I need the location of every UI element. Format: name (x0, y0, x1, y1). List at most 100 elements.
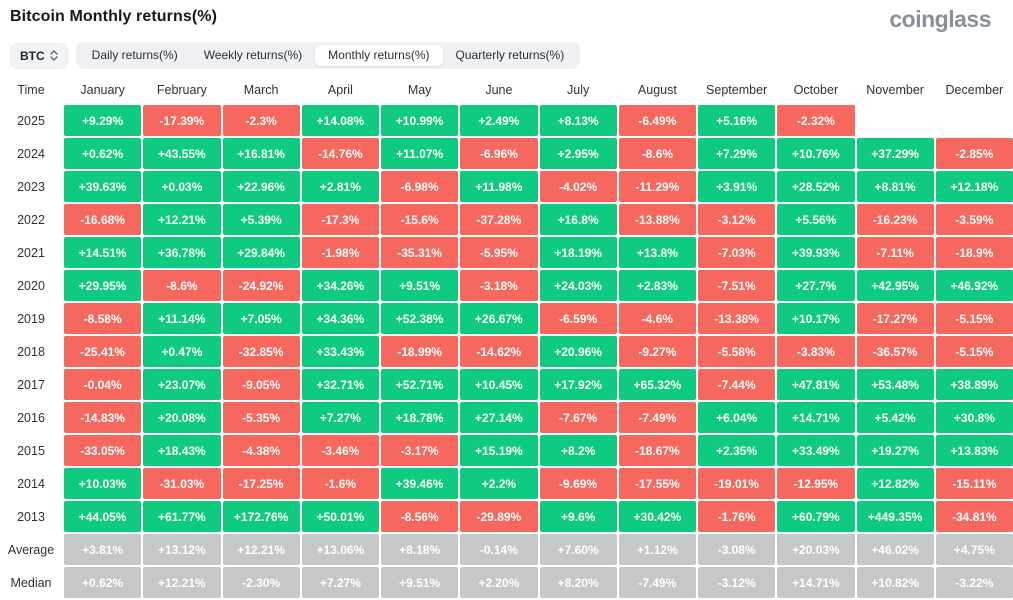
return-cell[interactable]: +47.81% (777, 369, 855, 400)
return-cell[interactable]: +172.76% (222, 501, 300, 532)
return-cell[interactable]: +13.06% (301, 534, 379, 565)
return-cell[interactable]: -4.38% (222, 435, 300, 466)
return-cell[interactable]: -3.08% (698, 534, 776, 565)
return-cell[interactable]: -8.56% (381, 501, 459, 532)
return-cell[interactable]: +27.14% (460, 402, 538, 433)
return-cell[interactable]: -9.05% (222, 369, 300, 400)
return-cell[interactable]: -9.27% (618, 336, 696, 367)
return-cell[interactable]: -6.59% (539, 303, 617, 334)
return-cell[interactable]: -13.38% (698, 303, 776, 334)
return-cell[interactable]: -18.9% (935, 237, 1013, 268)
return-cell[interactable]: -0.04% (64, 369, 142, 400)
return-cell[interactable]: +17.92% (539, 369, 617, 400)
return-cell[interactable]: +18.43% (143, 435, 221, 466)
return-cell[interactable]: +46.92% (935, 270, 1013, 301)
tab-monthly-returns[interactable]: Monthly returns(%) (315, 44, 443, 67)
return-cell[interactable]: -3.18% (460, 270, 538, 301)
return-cell[interactable]: -7.49% (618, 567, 696, 598)
return-cell[interactable]: +65.32% (618, 369, 696, 400)
return-cell[interactable]: -13.88% (618, 204, 696, 235)
return-cell[interactable]: -2.3% (222, 105, 300, 136)
return-cell[interactable]: +14.71% (777, 567, 855, 598)
return-cell[interactable]: +2.20% (460, 567, 538, 598)
return-cell[interactable]: -7.51% (698, 270, 776, 301)
return-cell[interactable]: +449.35% (856, 501, 934, 532)
return-cell[interactable]: -32.85% (222, 336, 300, 367)
return-cell[interactable]: -5.15% (935, 303, 1013, 334)
return-cell[interactable]: -2.30% (222, 567, 300, 598)
return-cell[interactable]: +0.47% (143, 336, 221, 367)
return-cell[interactable]: +11.14% (143, 303, 221, 334)
return-cell[interactable]: -7.11% (856, 237, 934, 268)
return-cell[interactable]: +16.8% (539, 204, 617, 235)
return-cell[interactable]: +3.91% (698, 171, 776, 202)
return-cell[interactable]: -8.6% (618, 138, 696, 169)
return-cell[interactable]: -18.99% (381, 336, 459, 367)
return-cell[interactable]: +22.96% (222, 171, 300, 202)
return-cell[interactable]: -25.41% (64, 336, 142, 367)
return-cell[interactable]: +7.27% (301, 402, 379, 433)
return-cell[interactable]: +6.04% (698, 402, 776, 433)
return-cell[interactable]: +13.83% (935, 435, 1013, 466)
return-cell[interactable]: -8.58% (64, 303, 142, 334)
return-cell[interactable]: +7.27% (301, 567, 379, 598)
return-cell[interactable]: -12.95% (777, 468, 855, 499)
return-cell[interactable]: +29.95% (64, 270, 142, 301)
return-cell[interactable]: +2.2% (460, 468, 538, 499)
return-cell[interactable]: -1.98% (301, 237, 379, 268)
return-cell[interactable]: +15.19% (460, 435, 538, 466)
return-cell[interactable]: +46.02% (856, 534, 934, 565)
return-cell[interactable]: +26.67% (460, 303, 538, 334)
return-cell[interactable]: +8.20% (539, 567, 617, 598)
return-cell[interactable]: +7.60% (539, 534, 617, 565)
return-cell[interactable]: -3.12% (698, 567, 776, 598)
return-cell[interactable]: +38.89% (935, 369, 1013, 400)
return-cell[interactable]: -1.76% (698, 501, 776, 532)
return-cell[interactable]: +33.49% (777, 435, 855, 466)
return-cell[interactable]: +10.45% (460, 369, 538, 400)
return-cell[interactable]: -5.15% (935, 336, 1013, 367)
symbol-select[interactable]: BTC (10, 42, 68, 69)
return-cell[interactable]: -15.11% (935, 468, 1013, 499)
return-cell[interactable]: +10.17% (777, 303, 855, 334)
tab-daily-returns[interactable]: Daily returns(%) (91, 47, 178, 62)
return-cell[interactable]: +60.79% (777, 501, 855, 532)
return-cell[interactable]: +34.26% (301, 270, 379, 301)
return-cell[interactable]: -3.83% (777, 336, 855, 367)
return-cell[interactable]: -14.76% (301, 138, 379, 169)
return-cell[interactable]: +2.81% (301, 171, 379, 202)
return-cell[interactable]: -33.05% (64, 435, 142, 466)
return-cell[interactable]: -3.12% (698, 204, 776, 235)
return-cell[interactable]: -16.68% (64, 204, 142, 235)
tab-quarterly-returns[interactable]: Quarterly returns(%) (455, 47, 565, 62)
return-cell[interactable]: -3.17% (381, 435, 459, 466)
return-cell[interactable]: +7.05% (222, 303, 300, 334)
return-cell[interactable]: +11.98% (460, 171, 538, 202)
return-cell[interactable]: -7.49% (618, 402, 696, 433)
return-cell[interactable]: -7.44% (698, 369, 776, 400)
return-cell[interactable]: +0.62% (64, 567, 142, 598)
return-cell[interactable]: -5.58% (698, 336, 776, 367)
return-cell[interactable]: +50.01% (301, 501, 379, 532)
return-cell[interactable]: +8.2% (539, 435, 617, 466)
return-cell[interactable]: +14.51% (64, 237, 142, 268)
return-cell[interactable]: +39.93% (777, 237, 855, 268)
return-cell[interactable]: +2.49% (460, 105, 538, 136)
return-cell[interactable]: -9.69% (539, 468, 617, 499)
return-cell[interactable]: +30.8% (935, 402, 1013, 433)
return-cell[interactable]: +20.96% (539, 336, 617, 367)
return-cell[interactable]: +10.82% (856, 567, 934, 598)
return-cell[interactable]: +29.84% (222, 237, 300, 268)
return-cell[interactable]: -37.28% (460, 204, 538, 235)
return-cell[interactable]: +24.03% (539, 270, 617, 301)
return-cell[interactable]: -3.59% (935, 204, 1013, 235)
return-cell[interactable]: -24.92% (222, 270, 300, 301)
return-cell[interactable]: -7.03% (698, 237, 776, 268)
return-cell[interactable]: -34.81% (935, 501, 1013, 532)
return-cell[interactable]: +12.82% (856, 468, 934, 499)
return-cell[interactable]: -4.6% (618, 303, 696, 334)
return-cell[interactable]: +61.77% (143, 501, 221, 532)
return-cell[interactable]: +13.8% (618, 237, 696, 268)
return-cell[interactable]: +10.76% (777, 138, 855, 169)
return-cell[interactable]: -2.32% (777, 105, 855, 136)
